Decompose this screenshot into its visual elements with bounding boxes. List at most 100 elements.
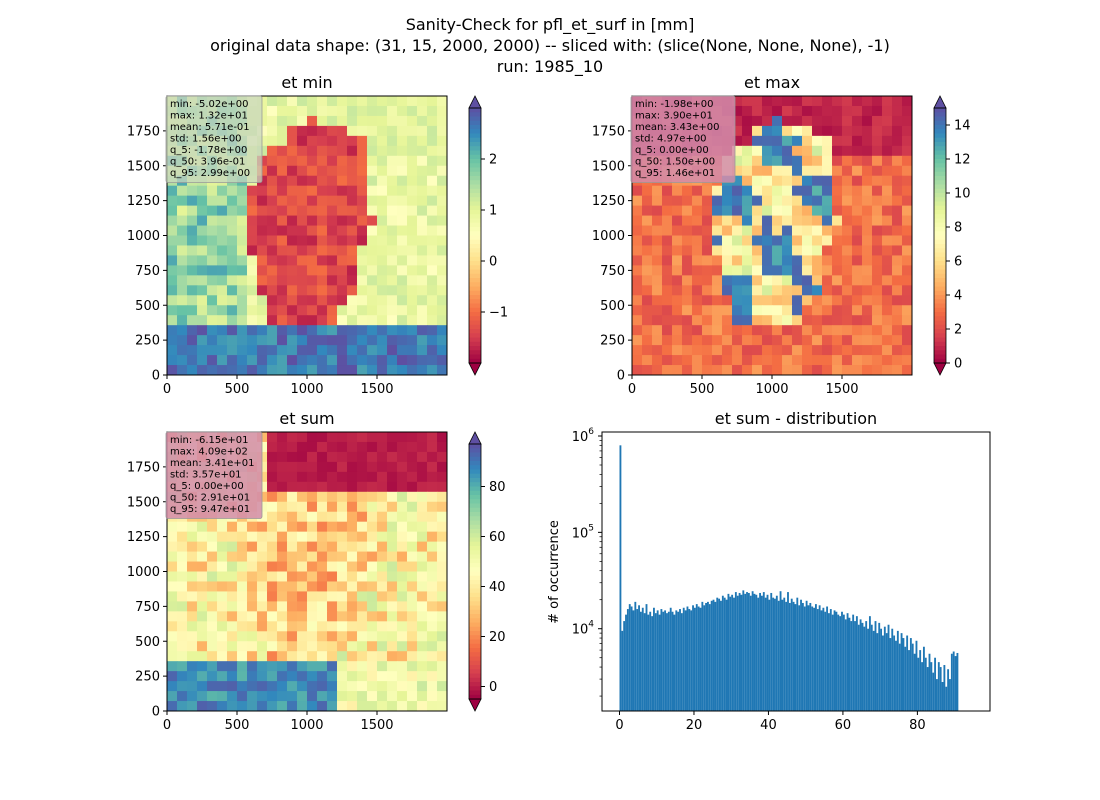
heatmap-cell <box>347 451 358 463</box>
heatmap-cell <box>337 96 348 107</box>
heatmap-cell <box>187 285 198 296</box>
heatmap-cell <box>167 325 178 336</box>
heatmap-cell <box>417 255 428 266</box>
heatmap-cell <box>872 205 883 217</box>
heatmap-cell <box>347 275 358 286</box>
histogram-bar <box>841 611 843 711</box>
heatmap-cell <box>177 591 188 602</box>
heatmap-cell <box>387 631 398 642</box>
heatmap-cell <box>307 621 318 632</box>
heatmap-cell <box>882 185 893 197</box>
heatmap-cell <box>187 561 198 572</box>
heatmap-cell <box>632 215 643 227</box>
colorbar-segment <box>469 567 481 572</box>
histogram-bar <box>693 607 696 711</box>
histogram-bar <box>798 605 801 711</box>
heatmap-cell <box>397 541 408 553</box>
heatmap-cell <box>317 471 328 483</box>
heatmap-cell <box>742 105 753 117</box>
heatmap-canvas <box>166 95 448 376</box>
heatmap-cell <box>882 305 893 316</box>
heatmap-cell <box>692 195 703 207</box>
heatmap-cell <box>237 325 248 336</box>
heatmap-cell <box>852 145 863 157</box>
heatmap-cell <box>297 295 308 306</box>
heatmap-cell <box>872 135 883 147</box>
heatmap-cell <box>427 651 438 662</box>
heatmap-cell <box>187 541 198 553</box>
heatmap-cell <box>782 195 793 207</box>
histogram-bar <box>740 594 743 711</box>
histogram-bar <box>766 594 769 711</box>
heatmap-cell <box>317 365 328 376</box>
heatmap-cell <box>812 255 823 266</box>
heatmap-cell <box>862 155 873 167</box>
histogram-bar <box>628 604 631 711</box>
histogram-bar <box>751 591 754 711</box>
heatmap-cell <box>427 531 438 543</box>
stats-line: q_5: 0.00e+00 <box>170 481 244 492</box>
colorbar-segment <box>469 631 481 636</box>
heatmap-cell <box>407 265 418 276</box>
heatmap-cell <box>662 245 673 256</box>
heatmap-cell <box>377 561 388 572</box>
heatmap-cell <box>217 691 228 702</box>
heatmap-cell <box>237 661 248 672</box>
colorbar-segment <box>469 452 481 458</box>
heatmap-cell <box>872 155 883 167</box>
heatmap-cell <box>762 195 773 207</box>
colorbar-segment <box>934 346 946 351</box>
colorbar-segment <box>934 350 946 355</box>
colorbar-segment <box>469 252 481 258</box>
heatmap-cell <box>792 245 803 256</box>
heatmap-cell <box>417 651 428 662</box>
heatmap-cell <box>407 681 418 692</box>
heatmap-cell <box>772 245 783 256</box>
histogram-bar <box>854 621 856 711</box>
heatmap-cell <box>632 315 643 326</box>
heatmap-cell <box>357 315 368 326</box>
heatmap-cell <box>872 345 883 356</box>
heatmap-cell <box>782 325 793 336</box>
heatmap-cell <box>177 701 188 712</box>
heatmap-cell <box>377 215 388 227</box>
heatmap-cell <box>642 245 653 256</box>
heatmap-cell <box>277 245 288 256</box>
heatmap-cell <box>177 315 188 326</box>
heatmap-cell <box>752 215 763 227</box>
heatmap-cell <box>882 125 893 137</box>
colorbar-segment <box>469 533 481 538</box>
heatmap-cell <box>802 305 813 316</box>
heatmap-cell <box>217 275 228 286</box>
heatmap-cell <box>317 105 328 117</box>
heatmap-cell <box>277 701 288 712</box>
heatmap-cell <box>377 225 388 236</box>
colorbar-segment <box>469 176 481 181</box>
heatmap-cell <box>277 165 288 177</box>
heatmap-cell <box>267 541 278 553</box>
heatmap-cell <box>732 115 743 127</box>
colorbar-segment <box>469 290 481 296</box>
heatmap-cell <box>367 631 378 642</box>
heatmap-cell <box>257 661 268 672</box>
heatmap-cell <box>297 165 308 177</box>
heatmap-cell <box>792 175 803 187</box>
histogram-bar <box>643 613 646 711</box>
heatmap-cell <box>387 531 398 543</box>
heatmap-cell <box>187 701 198 712</box>
heatmap-cell <box>407 205 418 217</box>
stats-line: q_50: 2.91e+01 <box>170 493 250 504</box>
colorbar-segment <box>934 333 946 338</box>
heatmap-cell <box>782 115 793 127</box>
heatmap-cell <box>227 335 238 346</box>
colorbar-tick-label: −1 <box>489 306 508 321</box>
heatmap-cell <box>367 701 378 712</box>
heatmap-cell <box>217 185 228 197</box>
heatmap-cell <box>417 451 428 463</box>
heatmap-cell <box>167 571 178 582</box>
heatmap-cell <box>387 135 398 147</box>
y-tick-label: 1250 <box>592 194 625 209</box>
heatmap-cell <box>207 701 218 712</box>
heatmap-cell <box>167 295 178 306</box>
